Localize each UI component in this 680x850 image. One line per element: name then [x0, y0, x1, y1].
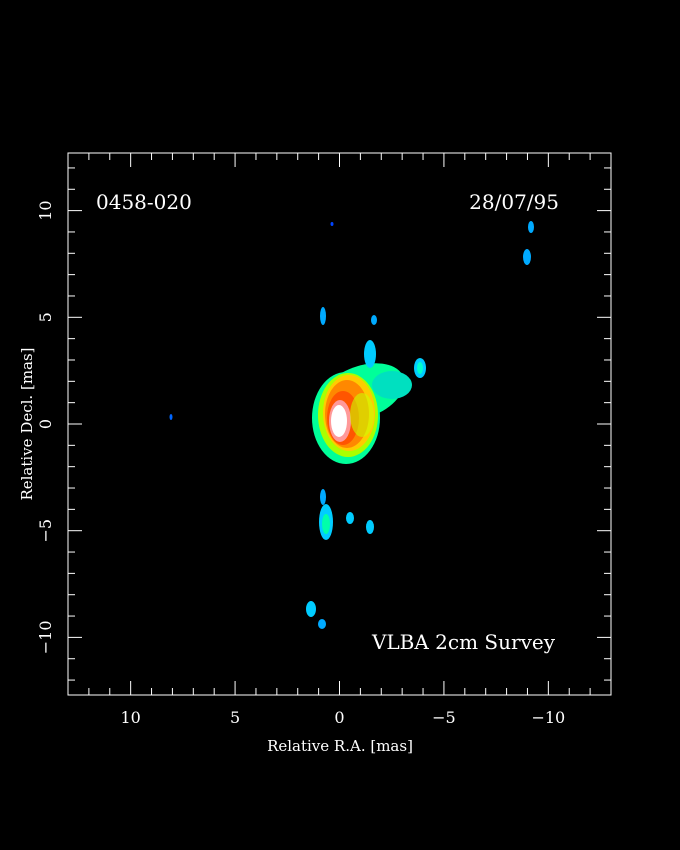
y-tick-label: 0: [36, 419, 55, 429]
observation-date-label: 28/07/95: [469, 190, 559, 214]
x-tick-label: −5: [432, 708, 456, 727]
y-tick-label: 10: [36, 200, 55, 220]
outlying-components: [169, 221, 534, 629]
y-tick-label: −5: [36, 519, 55, 543]
source-name-label: 0458-020: [96, 190, 192, 214]
x-tick-label: 0: [334, 708, 344, 727]
y-tick-label: −10: [36, 621, 55, 655]
survey-label: VLBA 2cm Survey: [371, 630, 556, 654]
axis-tick-labels: 10 5 0 −5 −10 10 5 0 −5 −10: [36, 200, 565, 727]
core-jet-region: [312, 340, 412, 464]
radio-emission-image: [169, 221, 534, 629]
y-tick-label: 5: [36, 312, 55, 322]
axis-ticks: [68, 153, 611, 695]
x-tick-label: −10: [531, 708, 565, 727]
x-tick-label: 5: [230, 708, 240, 727]
y-axis-title: Relative Decl. [mas]: [18, 347, 36, 500]
x-axis-title: Relative R.A. [mas]: [267, 737, 413, 755]
x-tick-label: 10: [120, 708, 140, 727]
